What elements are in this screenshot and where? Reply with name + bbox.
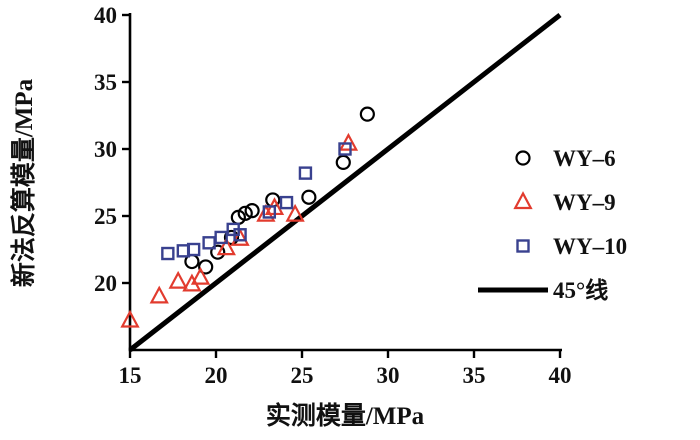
reference-line-layer [128,13,562,352]
data-point [335,154,351,170]
data-point [262,205,277,219]
data-point [237,205,253,221]
legend-label: 45°线 [553,277,608,303]
series-3 [161,142,352,261]
x-tick-label: 35 [463,363,486,388]
data-point [120,309,140,328]
y-tick-label: 20 [94,271,117,296]
square-legend-icon [516,239,530,253]
legend: WY–6 WY–9 WY–10 45°线 [478,146,627,303]
data-point [338,142,352,156]
data-point [223,229,240,246]
legend-item-1: WY–6 [515,146,616,171]
data-point [190,266,211,285]
legend-item-2: WY–9 [513,190,616,215]
data-point [149,285,169,304]
legend-item-3: WY–10 [516,234,627,259]
y-axis-title: 新法反算模量/MPa [9,78,38,287]
data-point [168,270,188,289]
data-point [244,203,260,219]
y-tick-label: 40 [94,3,117,28]
x-tick-label: 20 [205,363,228,388]
data-point [210,244,226,260]
legend-item-45deg-line: 45°线 [478,277,608,303]
x-tick-label: 30 [377,363,400,388]
x-tick-label: 25 [291,363,314,388]
data-point [186,242,201,257]
plot-data [120,106,375,328]
x-axis-title: 实测模量/MPa [266,401,425,430]
data-point [279,195,294,210]
data-point [285,203,305,222]
legend-label: WY–10 [553,234,627,259]
circle-legend-icon [515,150,531,166]
reference-line-45deg [128,13,562,352]
data-point [301,189,317,205]
y-tick-label: 30 [94,137,117,162]
data-point [298,166,313,180]
data-point [359,106,375,122]
legend-label: WY–9 [553,190,616,215]
y-tick-label: 25 [94,204,117,229]
legend-label: WY–6 [553,146,616,171]
y-tick-label: 35 [94,70,117,95]
data-point [233,228,247,242]
axes: 15 20 25 30 35 40 20 25 30 35 40 [94,3,572,388]
data-point [214,230,228,245]
data-point [230,227,250,246]
data-point [216,237,236,256]
x-tick-label: 40 [549,363,572,388]
triangle-legend-icon [513,191,533,210]
x-tick-label: 15 [119,363,142,388]
data-point [198,259,214,275]
data-point [161,246,175,261]
